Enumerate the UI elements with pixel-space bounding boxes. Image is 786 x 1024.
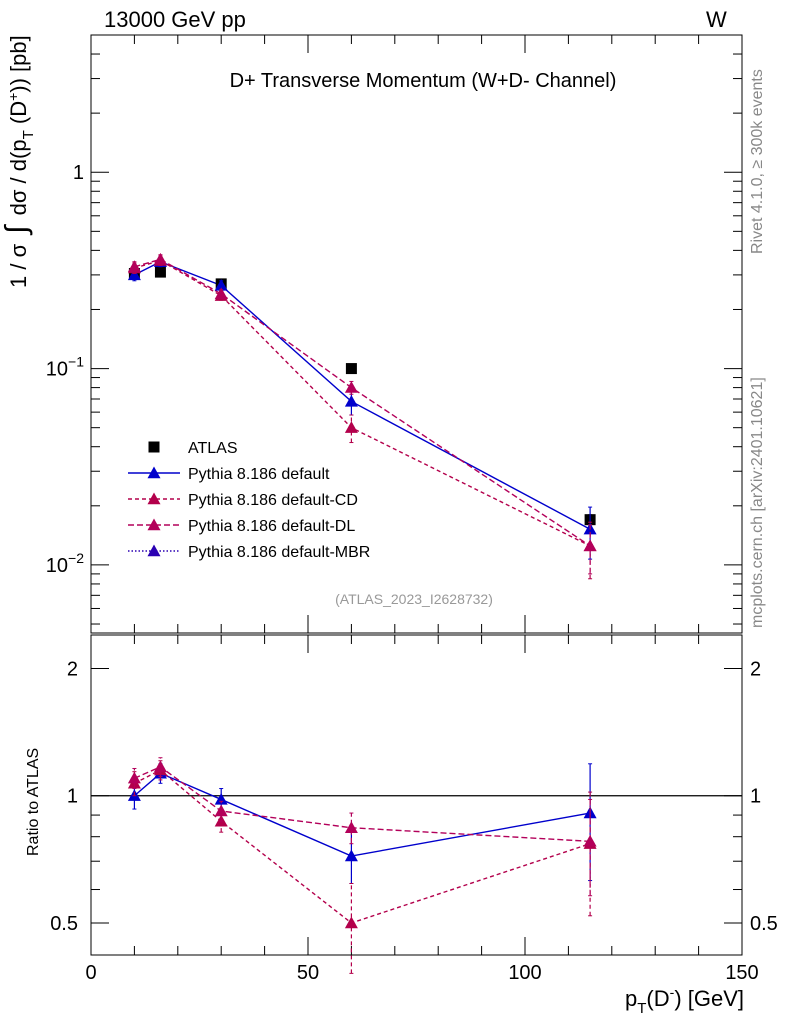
main-point-pythia-8-186-default-dl (344, 381, 358, 393)
main-point-pythia-8-186-default-dl (127, 260, 141, 272)
ratio-y-tick-label: 0.5 (50, 913, 78, 935)
ylabel-integral: ∫ (0, 224, 33, 236)
ratio-line-pythia-8-186-default-cd (134, 769, 591, 924)
x-tick-label: 50 (297, 962, 319, 984)
legend-item: Pythia 8.186 default (128, 466, 330, 483)
chart-title: D+ Transverse Momentum (W+D- Channel) (230, 70, 617, 92)
ratio-y-tick-label-right: 1 (750, 786, 761, 808)
analysis-id: (ATLAS_2023_I2628732) (335, 591, 493, 607)
main-point-pythia-8-186-default-dl (583, 539, 597, 552)
legend-label: Pythia 8.186 default (188, 466, 330, 483)
y-tick-label: 10−2 (46, 550, 84, 577)
ylabel-mid: (D (6, 101, 31, 130)
ratio-plot-frame (90, 634, 743, 956)
ratio-line-pythia-8-186-default (133, 772, 591, 857)
legend-label: ATLAS (188, 440, 238, 457)
y-tick-label: 1 (73, 162, 84, 184)
ratio-point-pythia-8-186-default-dl (214, 804, 228, 817)
main-point-pythia-8-186-default-cd (344, 421, 358, 433)
legend-marker (147, 492, 161, 505)
main-y-axis-label: 1 / σ ∫ dσ / d(pT (D+)) [pb] (0, 35, 37, 288)
ylabel-sup: + (5, 93, 21, 101)
x-tick-label: 150 (725, 962, 758, 984)
ratio-y-tick-label-right: 0.5 (750, 913, 778, 935)
legend-marker (147, 544, 161, 557)
main-point-pythia-8-186-default (127, 268, 141, 281)
y-tick-label: 10−1 (46, 354, 84, 381)
rivet-label: Rivet 4.1.0, ≥ 300k events (749, 69, 766, 254)
ratio-point-pythia-8-186-default-dl (344, 821, 358, 833)
legend-item: ATLAS (148, 440, 238, 457)
ratio-point-pythia-8-186-default (344, 849, 358, 862)
ylabel-post: dσ / d(p (6, 139, 31, 215)
svg-text:1 / σ ∫ dσ / d: 1 / σ ∫ dσ / d(pT (D+)) [pb] (0, 35, 37, 288)
main-point-atlas (345, 363, 357, 375)
main-plot-frame (90, 34, 743, 634)
ratio-y-axis-label: Ratio to ATLAS (25, 748, 42, 856)
ratio-point-pythia-8-186-default-dl (583, 834, 597, 847)
x-axis-label: pT(D-) [GeV] (625, 984, 744, 1017)
legend-label: Pythia 8.186 default-CD (188, 492, 358, 509)
ylabel-pre: 1 / σ (6, 243, 31, 288)
main-line-pythia-8-186-default-dl (134, 258, 591, 547)
ratio-plot-panel: Ratio to ATLAS 0.5 0.5 1 1 2 2 0 50 100 150 pT(D-… (25, 634, 778, 1017)
main-point-pythia-8-186-default (214, 278, 228, 291)
main-point-atlas (154, 266, 166, 278)
ratio-y-tick-label-right: 2 (750, 658, 761, 680)
ratio-y-tick-label: 1 (67, 786, 78, 808)
ratio-point-pythia-8-186-default (214, 792, 228, 805)
ylabel-sub: T (20, 130, 37, 139)
mcplots-label: mcplots.cern.ch [arXiv:2401.10621] (749, 377, 766, 628)
legend-label: Pythia 8.186 default-MBR (188, 544, 370, 561)
energy-label: 13000 GeV pp (104, 7, 246, 32)
process-label: W (706, 7, 727, 32)
legend: ATLAS Pythia 8.186 default Pythia 8.186 de… (128, 440, 370, 561)
main-line-pythia-8-186-default-cd (134, 259, 591, 547)
main-point-pythia-8-186-default (344, 394, 358, 407)
main-point-pythia-8-186-default-dl (153, 252, 167, 265)
legend-marker (148, 441, 160, 453)
ylabel-end: )) [pb] (6, 35, 31, 92)
main-point-pythia-8-186-default-dl (214, 287, 228, 300)
legend-item: Pythia 8.186 default-MBR (128, 544, 370, 561)
ratio-point-pythia-8-186-default-dl (153, 760, 167, 773)
legend-marker (147, 518, 161, 531)
legend-item: Pythia 8.186 default-CD (128, 492, 358, 509)
legend-item: Pythia 8.186 default-DL (128, 518, 355, 535)
x-tick-label: 100 (508, 962, 541, 984)
ratio-point-pythia-8-186-default-cd (344, 916, 358, 929)
legend-marker (147, 466, 161, 479)
ratio-point-pythia-8-186-default-dl (127, 771, 141, 784)
ratio-line-pythia-8-186-default-dl (134, 766, 591, 843)
ratio-y-tick-label: 2 (67, 658, 78, 680)
x-tick-label: 0 (85, 962, 96, 984)
main-plot-panel: D+ Transverse Momentum (W+D- Channel) (A… (0, 34, 743, 634)
legend-label: Pythia 8.186 default-DL (188, 518, 355, 535)
